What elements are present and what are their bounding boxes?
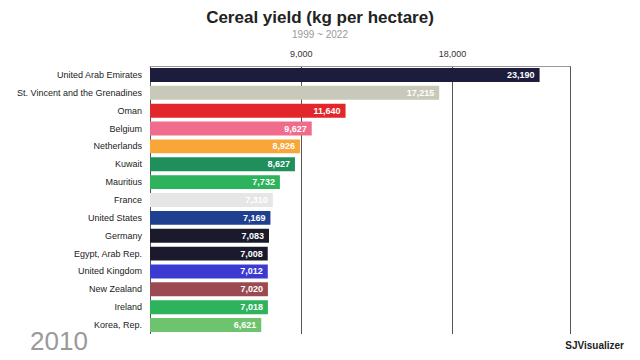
svg-text:SJVisualizer: SJVisualizer bbox=[565, 340, 624, 351]
svg-text:17,215: 17,215 bbox=[407, 88, 435, 98]
svg-text:7,018: 7,018 bbox=[240, 302, 263, 312]
svg-text:St. Vincent and the Grenadines: St. Vincent and the Grenadines bbox=[17, 88, 142, 98]
svg-text:Germany: Germany bbox=[105, 231, 143, 241]
svg-text:7,012: 7,012 bbox=[240, 266, 263, 276]
svg-text:Netherlands: Netherlands bbox=[93, 141, 142, 151]
svg-text:Belgium: Belgium bbox=[109, 124, 142, 134]
svg-text:7,008: 7,008 bbox=[240, 249, 263, 259]
svg-text:9,627: 9,627 bbox=[284, 124, 307, 134]
svg-text:8,627: 8,627 bbox=[267, 159, 290, 169]
svg-text:2010: 2010 bbox=[30, 326, 88, 356]
svg-text:1999 ~ 2022: 1999 ~ 2022 bbox=[292, 29, 348, 40]
svg-text:23,190: 23,190 bbox=[507, 70, 535, 80]
svg-text:11,640: 11,640 bbox=[314, 106, 341, 116]
svg-text:Cereal yield (kg per hectare): Cereal yield (kg per hectare) bbox=[206, 8, 434, 27]
svg-text:Kuwait: Kuwait bbox=[115, 159, 143, 169]
svg-text:Egypt, Arab Rep.: Egypt, Arab Rep. bbox=[74, 249, 142, 259]
svg-text:France: France bbox=[114, 195, 142, 205]
svg-text:Ireland: Ireland bbox=[114, 302, 142, 312]
svg-text:9,000: 9,000 bbox=[290, 49, 313, 59]
svg-text:7,169: 7,169 bbox=[243, 213, 266, 223]
svg-text:7,732: 7,732 bbox=[252, 177, 275, 187]
svg-text:United Arab Emirates: United Arab Emirates bbox=[57, 70, 143, 80]
svg-text:8,926: 8,926 bbox=[272, 141, 295, 151]
svg-text:7,083: 7,083 bbox=[241, 231, 264, 241]
svg-text:Mauritius: Mauritius bbox=[105, 177, 142, 187]
svg-text:7,020: 7,020 bbox=[240, 284, 263, 294]
svg-text:Oman: Oman bbox=[117, 106, 142, 116]
svg-text:New Zealand: New Zealand bbox=[89, 284, 142, 294]
svg-text:7,310: 7,310 bbox=[245, 195, 268, 205]
svg-text:United Kingdom: United Kingdom bbox=[78, 266, 142, 276]
svg-text:United States: United States bbox=[88, 213, 143, 223]
svg-text:18,000: 18,000 bbox=[439, 49, 467, 59]
svg-text:6,621: 6,621 bbox=[234, 320, 257, 330]
svg-text:Korea, Rep.: Korea, Rep. bbox=[94, 320, 142, 330]
